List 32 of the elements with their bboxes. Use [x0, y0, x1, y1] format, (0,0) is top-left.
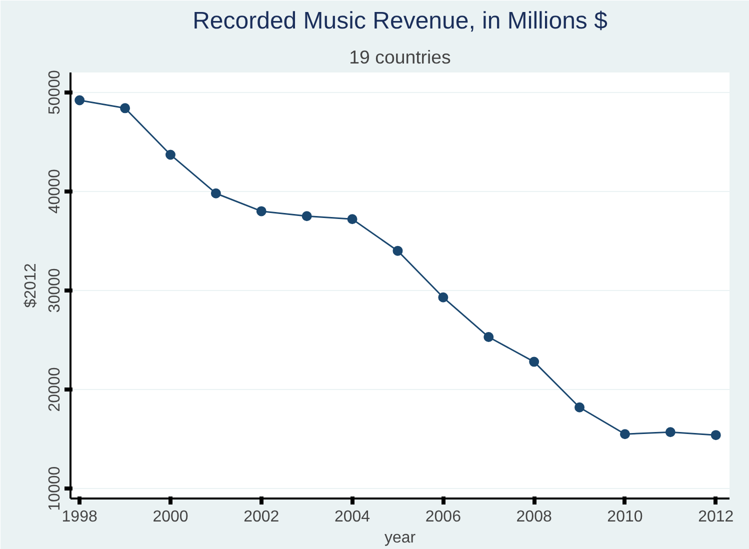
- y-tick-label: 50000: [46, 70, 64, 115]
- x-tick-label: 2002: [244, 508, 280, 526]
- x-tick-label: 2006: [425, 508, 462, 526]
- x-tick-label: 2008: [516, 508, 552, 526]
- x-tick-label: 2012: [698, 508, 734, 526]
- point: [438, 292, 448, 302]
- point: [210, 188, 221, 198]
- x-tick-label: 2010: [607, 508, 643, 526]
- x-tick-label: 1998: [62, 508, 98, 526]
- y-tick-label: 20000: [46, 367, 64, 412]
- point: [529, 356, 540, 367]
- x-axis-title: year: [384, 530, 416, 546]
- point: [256, 206, 266, 216]
- y-tick-label: 40000: [46, 169, 64, 214]
- chart-subtitle: 19 countries: [349, 46, 451, 68]
- point: [74, 95, 85, 106]
- point: [484, 332, 494, 342]
- point: [392, 246, 403, 256]
- point: [302, 211, 312, 222]
- point: [620, 429, 630, 440]
- y-tick-label: 30000: [46, 268, 64, 313]
- x-tick-label: 2004: [334, 508, 370, 526]
- point: [165, 150, 176, 160]
- point: [665, 427, 676, 438]
- y-tick-label: 10000: [46, 466, 64, 511]
- point: [347, 214, 358, 224]
- chart-title: Recorded Music Revenue, in Millions $: [192, 8, 608, 34]
- point: [574, 402, 585, 412]
- y-axis-title: $2012: [22, 263, 40, 308]
- point: [710, 430, 721, 440]
- point: [120, 103, 130, 114]
- x-tick-label: 2000: [152, 508, 188, 526]
